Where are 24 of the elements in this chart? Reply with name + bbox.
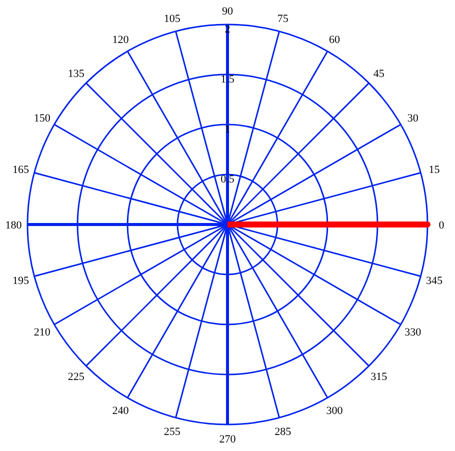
spoke-label: 120 <box>112 34 130 46</box>
spoke-label: 180 <box>5 220 22 232</box>
spoke-label: 165 <box>12 164 30 176</box>
spoke-label: 105 <box>164 12 181 25</box>
spoke-label: 270 <box>219 434 236 446</box>
spoke-label: 0 <box>438 220 445 232</box>
spoke-label: 300 <box>326 404 344 417</box>
spoke-label: 60 <box>329 34 340 46</box>
spoke-label: 240 <box>112 404 130 417</box>
spoke-label: 255 <box>164 426 181 438</box>
spoke-label: 45 <box>373 68 385 80</box>
spoke-label: 150 <box>34 112 51 124</box>
spoke-label: 15 <box>428 164 440 176</box>
spoke-label: 135 <box>68 68 85 80</box>
spoke-label: 210 <box>34 326 51 338</box>
spoke-label: 195 <box>12 274 30 287</box>
spoke-label: 75 <box>277 12 289 25</box>
spoke-label: 285 <box>274 426 292 438</box>
spoke-label: 315 <box>370 370 388 383</box>
spoke-label: 330 <box>404 326 422 338</box>
spoke-label: 225 <box>68 370 85 383</box>
spoke-label: 30 <box>407 112 419 124</box>
spoke-label: 345 <box>426 274 443 287</box>
spoke-label: 90 <box>222 6 234 18</box>
